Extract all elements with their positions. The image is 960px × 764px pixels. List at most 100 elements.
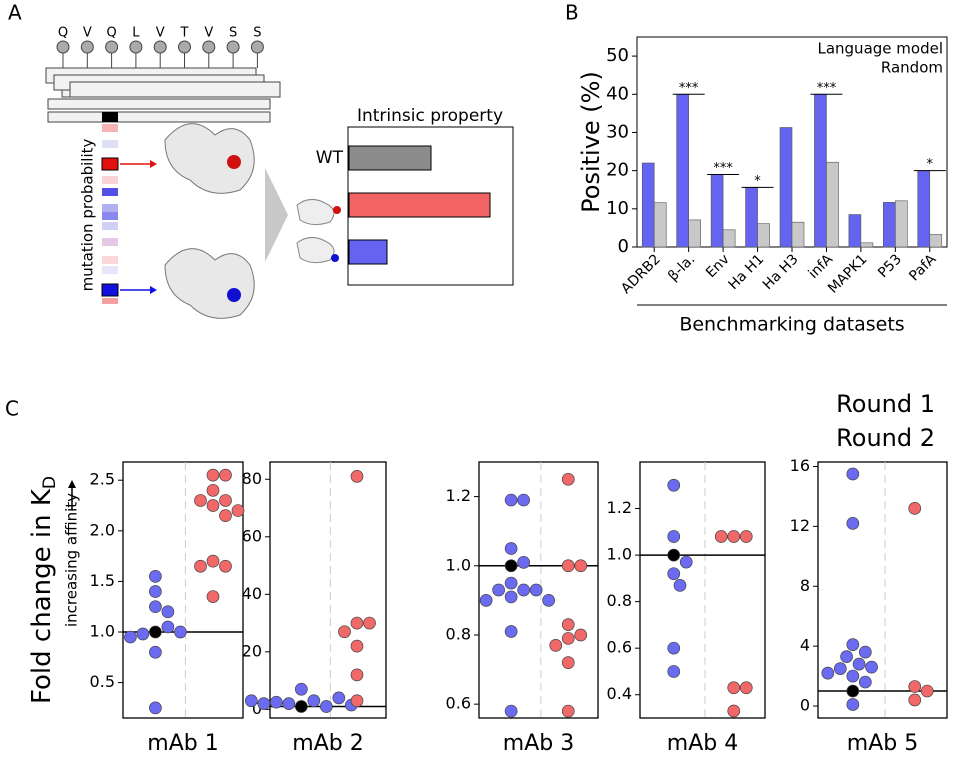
reference-point — [294, 700, 308, 713]
strip-label: mutation probability — [79, 139, 97, 292]
y-tick-label: 20 — [606, 160, 629, 181]
bar — [710, 174, 724, 248]
bar — [895, 200, 908, 248]
point — [858, 645, 872, 659]
point — [149, 645, 162, 659]
bar — [814, 93, 827, 248]
cell — [102, 124, 118, 132]
point — [739, 530, 753, 543]
point — [149, 585, 162, 598]
point — [136, 627, 150, 641]
point — [350, 668, 364, 682]
y-note: increasing affinity — [63, 493, 81, 627]
point — [161, 620, 175, 634]
x-tick-label: PafA — [906, 251, 939, 284]
y-tick-label: 0.6 — [446, 694, 471, 713]
residue — [331, 254, 339, 262]
cell — [102, 298, 118, 304]
point — [350, 639, 364, 653]
point — [194, 494, 207, 507]
point — [149, 701, 162, 715]
point — [294, 682, 308, 696]
cell — [102, 204, 118, 212]
panel-label: C — [5, 397, 19, 421]
y-tick-label: 0.8 — [607, 591, 632, 610]
reference-point — [504, 559, 518, 573]
point — [517, 583, 530, 597]
y-tick-label: 2.5 — [90, 470, 115, 489]
node — [80, 40, 94, 54]
y-tick-label: 1.2 — [607, 498, 632, 517]
x-tick-label: infA — [805, 251, 836, 282]
point — [833, 662, 847, 675]
cell — [101, 157, 119, 171]
cell — [102, 188, 118, 196]
plot-frame — [817, 461, 948, 719]
layer — [47, 98, 271, 110]
point — [846, 698, 860, 711]
y-tick-label: 80 — [242, 469, 262, 488]
y-tick-label: 0.8 — [446, 624, 471, 643]
x-tick-label: ADRB2 — [618, 251, 664, 297]
arrowhead — [150, 286, 157, 294]
point — [504, 493, 518, 507]
point — [517, 555, 530, 569]
panel-label: A — [8, 1, 22, 25]
y-label-main: Fold change in K — [27, 488, 57, 704]
protein — [164, 123, 255, 194]
point — [561, 704, 575, 718]
residue-letter: V — [204, 26, 213, 41]
bar — [348, 239, 388, 265]
y-tick-label: 10 — [606, 198, 629, 219]
arrowhead — [150, 160, 157, 168]
point — [206, 554, 220, 568]
bar — [676, 93, 689, 248]
y-tick-label: 2.0 — [90, 520, 115, 539]
point — [846, 467, 860, 481]
point — [206, 499, 220, 512]
plot-frame — [639, 461, 766, 719]
reference-point — [846, 684, 860, 698]
point — [206, 483, 220, 497]
bar — [883, 202, 896, 248]
x-tick-label: Env — [703, 251, 733, 281]
bar — [722, 229, 736, 248]
x-tick-label: MAPK1 — [825, 251, 870, 296]
y-tick-label: 1.0 — [90, 621, 115, 640]
bar — [348, 145, 432, 171]
x-label: mAb 4 — [667, 731, 738, 756]
node — [105, 40, 119, 54]
node — [202, 40, 216, 54]
y-tick-label: 1.2 — [446, 486, 471, 505]
cell — [102, 222, 118, 230]
point — [504, 542, 518, 555]
point — [739, 681, 753, 695]
legend-entry: Round 2 — [836, 424, 935, 452]
point — [561, 618, 575, 631]
point — [561, 472, 575, 486]
node — [226, 40, 240, 54]
y-tick-label: 0.4 — [607, 684, 632, 703]
point — [269, 695, 283, 709]
bar — [745, 187, 758, 248]
node — [153, 40, 167, 54]
residue — [227, 288, 241, 302]
y-tick-label: 12 — [790, 516, 810, 535]
significance: *** — [817, 81, 837, 96]
cell — [102, 212, 118, 220]
point — [219, 509, 232, 522]
y-label-sub: D — [40, 476, 60, 489]
point — [667, 567, 681, 581]
residue-letter: S — [229, 26, 237, 41]
y-tick-label: 50 — [606, 45, 629, 66]
cell — [102, 238, 118, 246]
x-label: mAb 1 — [147, 731, 218, 756]
legend-entry: Language model — [817, 40, 943, 58]
protein — [296, 199, 335, 226]
layer — [47, 111, 271, 123]
point — [363, 616, 376, 630]
y-tick-label: 1.0 — [607, 545, 632, 564]
wt-label: WT — [316, 148, 344, 168]
point — [549, 639, 563, 652]
point — [667, 641, 681, 655]
